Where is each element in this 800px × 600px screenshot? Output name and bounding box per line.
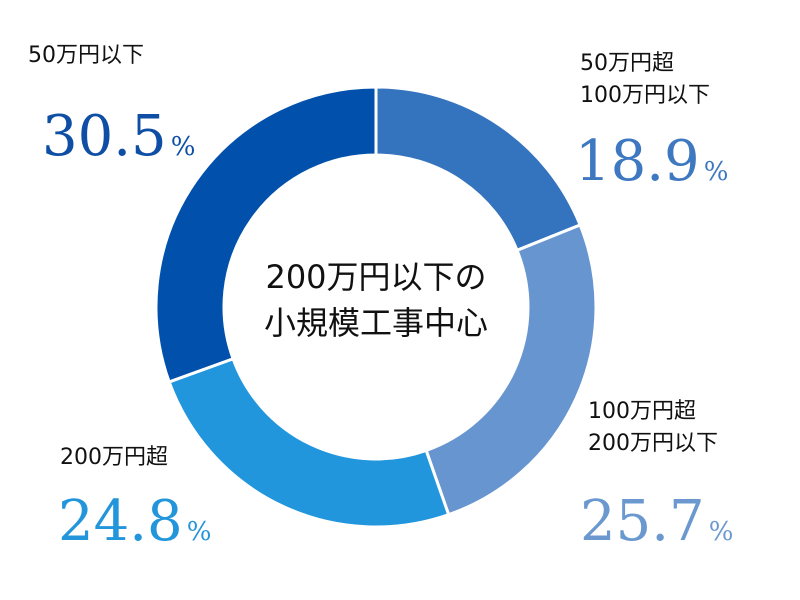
slice-2-label-line-1: 100万円超: [588, 399, 696, 424]
slice-3-value-number: 24.8: [58, 489, 183, 554]
slice-3-value-label: 24.8%: [58, 489, 211, 554]
donut-slice-2: [424, 223, 598, 517]
center-label-line-2: 小規模工事中心: [264, 304, 488, 342]
slice-4-label-line-1: 50万円以下: [28, 43, 144, 68]
slices-layer: [154, 85, 598, 529]
labels-layer: 50万円超 100万円以下 18.9 % 100万円超 200万円以下 25.7 % 200万円…: [28, 43, 733, 554]
slice-1-label-line-1: 50万円超: [580, 51, 674, 76]
slice-1-value-number: 18.9: [575, 129, 700, 194]
slice-4-value-number: 30.5: [42, 104, 167, 169]
slice-2-value-label: 25.7%: [580, 489, 733, 554]
donut-slice-3: [167, 356, 451, 529]
slice-2-value-number: 25.7: [580, 489, 705, 554]
slice-4-percent-sign: %: [171, 132, 196, 162]
slice-1-value-label: 18.9%: [575, 129, 728, 194]
slice-1-percent-sign: %: [704, 157, 729, 187]
center-label-line-1: 200万円以下の: [265, 258, 486, 296]
slice-1-label-line-2: 100万円以下: [580, 83, 710, 108]
donut-slice-1: [374, 85, 583, 253]
slice-3-label-line-1: 200万円超: [60, 445, 168, 470]
slice-2-percent-sign: %: [709, 517, 734, 547]
donut-slice-4: [154, 85, 378, 384]
slice-3-percent-sign: %: [187, 517, 212, 547]
slice-4-value-label: 30.5%: [42, 104, 195, 169]
center-label-group: 200万円以下の 小規模工事中心: [264, 258, 488, 342]
slice-2-label-line-2: 200万円以下: [588, 431, 718, 456]
